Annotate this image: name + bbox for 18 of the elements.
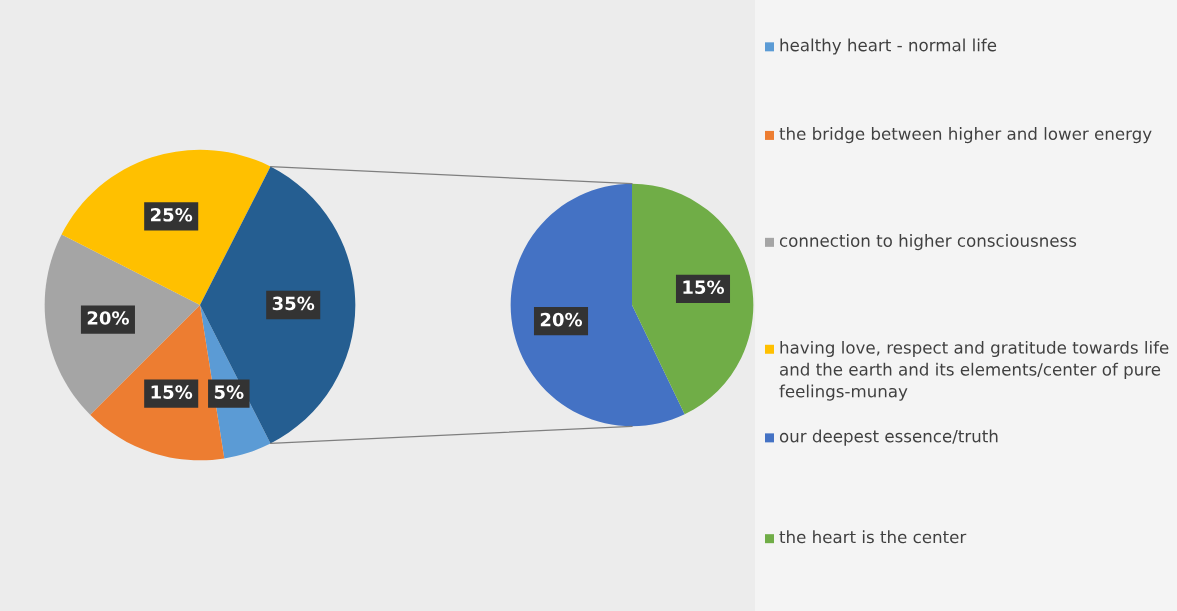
data-label: 25%: [151, 207, 193, 222]
legend-label: having love, respect and gratitude towards life and the earth and its elements/center of pure feelings-munay: [779, 340, 1169, 401]
pie-slice: [44, 234, 200, 415]
pie-slice: [61, 149, 271, 305]
legend-label: healthy heart - normal life: [780, 38, 997, 55]
legend-label: the bridge between higher and lower energy: [779, 127, 1152, 144]
data-label: 15%: [151, 385, 193, 399]
data-label: 5%: [214, 385, 244, 399]
data-label: 20%: [540, 312, 583, 327]
legend-label: connection to higher consciousness: [779, 234, 1077, 251]
legend-label: the heart is the center: [779, 530, 967, 544]
data-label: 20%: [87, 311, 129, 325]
data-label: 15%: [683, 280, 725, 295]
pie-slice: [632, 183, 754, 415]
pie-slice: [200, 166, 356, 444]
pie-slice: [510, 183, 685, 427]
data-label: 35%: [272, 296, 315, 311]
legend-label: our deepest essence/truth: [779, 429, 998, 446]
